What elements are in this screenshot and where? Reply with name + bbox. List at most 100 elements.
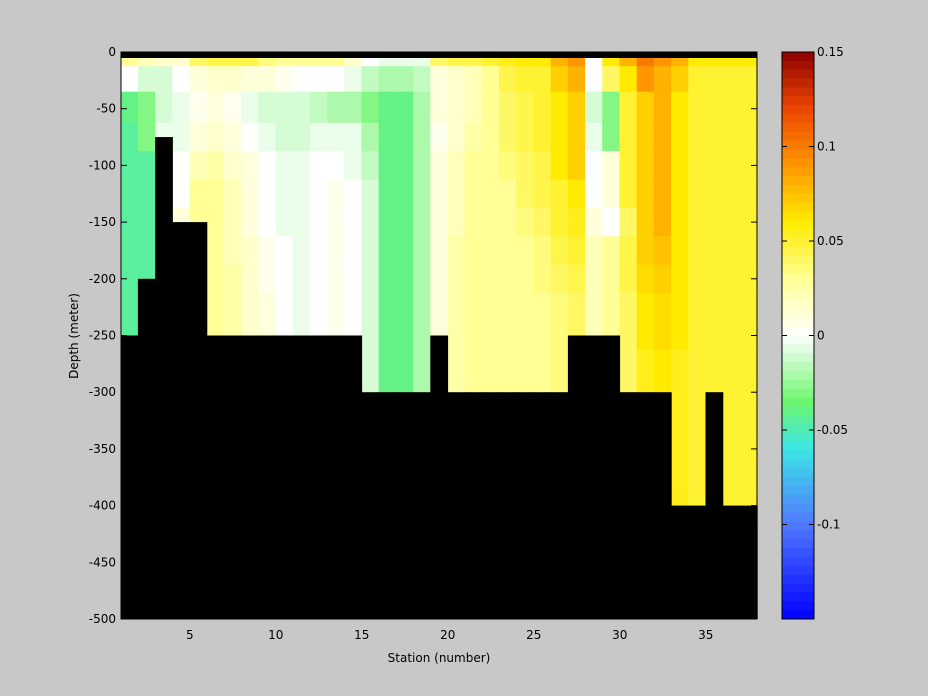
heatmap-cell (533, 179, 552, 209)
bathymetry-column (636, 392, 655, 619)
colorbar-band (782, 282, 814, 292)
heatmap-cell (172, 122, 191, 152)
bathymetry-column (739, 505, 758, 619)
heatmap-cell (550, 292, 569, 322)
bathymetry-column (172, 222, 191, 619)
heatmap-cell (585, 91, 603, 124)
heatmap-cell (550, 66, 569, 93)
heatmap-cell (258, 66, 277, 93)
bathymetry-column (223, 335, 242, 619)
colorbar-band (782, 211, 814, 221)
heatmap-cell (533, 151, 552, 181)
heatmap-cell (309, 264, 328, 294)
heatmap-cell (619, 91, 638, 124)
heatmap-cell (499, 321, 517, 351)
x-tick-label: 15 (354, 628, 369, 642)
heatmap-cell (395, 207, 414, 237)
bathymetry-column (309, 335, 328, 619)
heatmap-cell (430, 264, 449, 294)
heatmap-cell (292, 236, 311, 266)
y-tick-label: -200 (89, 272, 116, 286)
bathymetry-column (395, 392, 414, 619)
heatmap-cell (361, 236, 380, 266)
heatmap-cell (413, 122, 431, 152)
heatmap-cell (241, 122, 259, 152)
heatmap-cell (206, 292, 225, 322)
heatmap-cell (533, 66, 552, 93)
heatmap-cell (361, 349, 380, 379)
bathymetry-column (189, 222, 208, 619)
heatmap-cell (189, 151, 208, 181)
heatmap-cell (602, 66, 621, 93)
heatmap-cell (447, 66, 466, 93)
bathymetry-column (671, 505, 689, 619)
y-tick-label: -250 (89, 329, 116, 343)
heatmap-cell (481, 151, 500, 181)
heatmap-cell (120, 91, 139, 124)
bathymetry-column (292, 335, 311, 619)
colorbar-band (782, 158, 814, 168)
heatmap-cell (671, 91, 689, 124)
colorbar-band (782, 556, 814, 567)
heatmap-cell (688, 378, 707, 407)
x-axis-ticks: 5 10 15 20 25 30 35 (186, 52, 713, 642)
heatmap-cell (172, 66, 191, 93)
bathymetry-column (550, 392, 569, 619)
colorbar-band (782, 548, 814, 558)
heatmap-cell (671, 66, 689, 93)
heatmap-cell (688, 236, 707, 266)
heatmap-cell (499, 349, 517, 379)
heatmap-cell (292, 179, 311, 209)
heatmap-cell (688, 434, 707, 464)
heatmap-cell (619, 236, 638, 266)
heatmap-cell (395, 151, 414, 181)
heatmap-cell (619, 122, 638, 152)
heatmap-cell (309, 292, 328, 322)
bathymetry-column (241, 335, 259, 619)
bathymetry-column (602, 335, 621, 619)
colorbar-band (782, 494, 814, 505)
heatmap-cell (137, 91, 156, 124)
heatmap-cell (688, 122, 707, 152)
bathymetry-column (722, 505, 741, 619)
bathymetry-column (258, 335, 277, 619)
colorbar-band (782, 424, 814, 434)
heatmap-cell (722, 321, 741, 351)
surface-mask-strip (121, 52, 757, 58)
heatmap-cell (241, 236, 259, 266)
heatmap-cell (550, 151, 569, 181)
heatmap-cell (378, 207, 397, 237)
bathymetry-column (516, 392, 535, 619)
heatmap-cell (516, 151, 535, 181)
heatmap-cell (671, 406, 689, 436)
heatmap-cell (722, 378, 741, 407)
heatmap-cell (636, 122, 655, 152)
heatmap-cell (447, 91, 466, 124)
heatmap-cell (292, 122, 311, 152)
heatmap-cell (413, 179, 431, 209)
heatmap-cell (172, 151, 191, 181)
heatmap-cell (567, 207, 586, 237)
heatmap-cell (516, 122, 535, 152)
heatmap-cell (258, 236, 277, 266)
heatmap-cell (395, 236, 414, 266)
heatmap-cell (275, 264, 294, 294)
heatmap-cell (602, 151, 621, 181)
heatmap-cell (602, 122, 621, 152)
heatmap-cell (447, 292, 466, 322)
colorbar-band (782, 353, 814, 363)
heatmap-cell (361, 321, 380, 351)
bathymetry-column (705, 392, 724, 619)
colorbar-band (782, 370, 814, 381)
heatmap-cell (481, 122, 500, 152)
heatmap-cell (206, 236, 225, 266)
heatmap-cell (671, 321, 689, 351)
x-tick-label: 10 (268, 628, 283, 642)
heatmap-cell (619, 179, 638, 209)
colorbar-band (782, 291, 814, 301)
bathymetry-column (619, 392, 638, 619)
heatmap-cell (705, 321, 724, 351)
heatmap-cell (361, 91, 380, 124)
heatmap-cell (120, 151, 139, 181)
heatmap-cell (464, 264, 483, 294)
